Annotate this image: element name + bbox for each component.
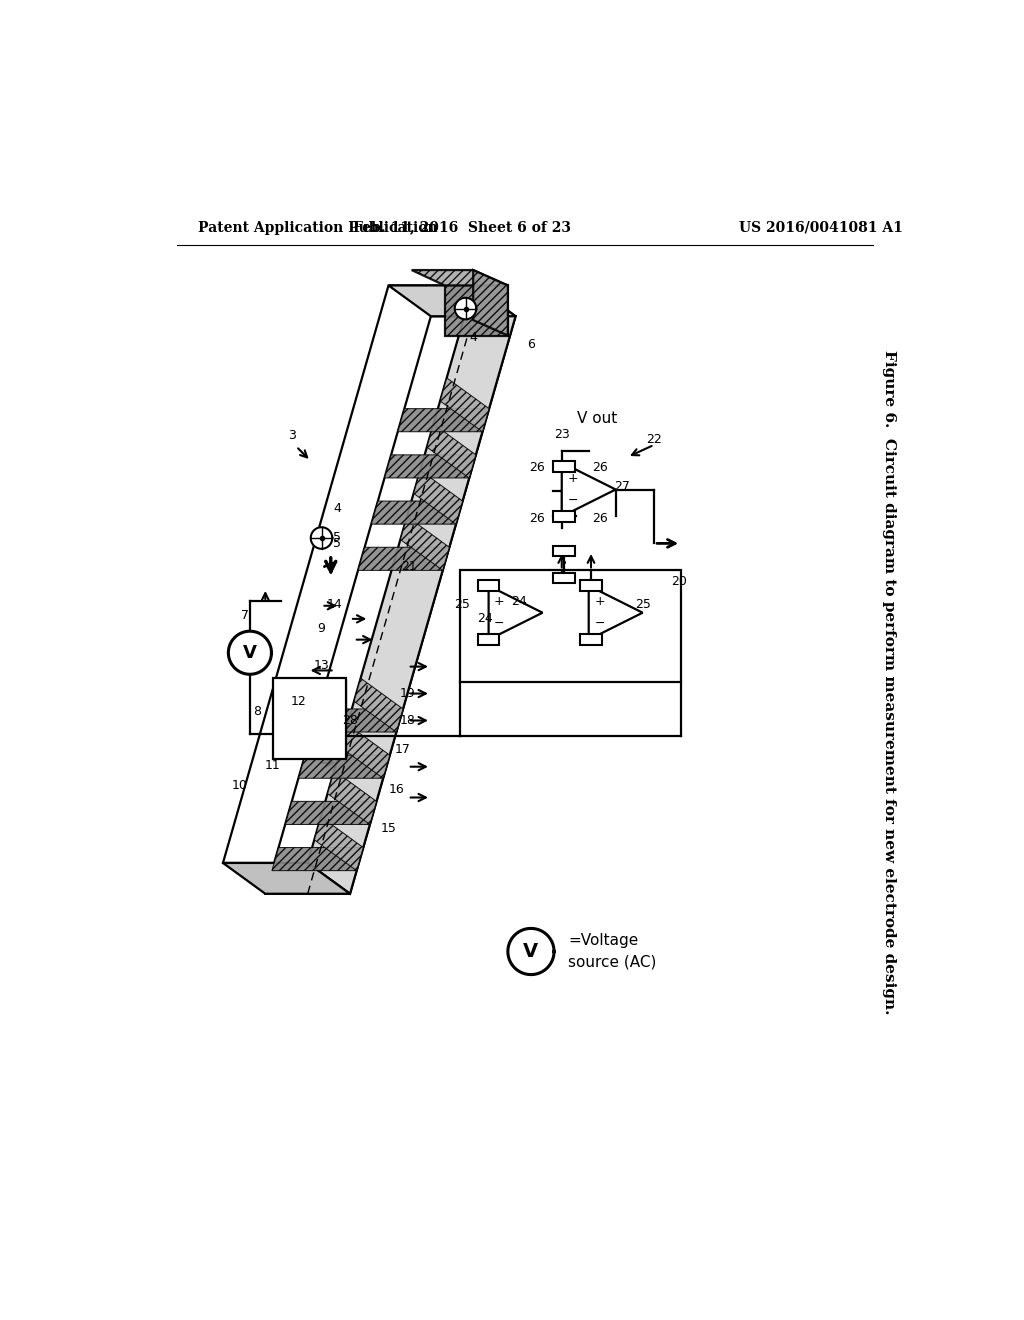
- Polygon shape: [412, 271, 508, 285]
- Text: 22: 22: [646, 433, 663, 446]
- Bar: [553, 573, 574, 583]
- Bar: [553, 461, 574, 471]
- Polygon shape: [473, 271, 508, 335]
- Bar: [273, 678, 346, 759]
- Polygon shape: [427, 424, 476, 478]
- Text: 8: 8: [254, 705, 261, 718]
- Polygon shape: [400, 516, 450, 570]
- Text: 25: 25: [635, 598, 650, 611]
- Text: 24: 24: [477, 612, 493, 626]
- Text: 25: 25: [454, 598, 470, 611]
- Text: 28: 28: [342, 714, 358, 727]
- Text: −: −: [567, 494, 578, 507]
- Text: Figure 6.  Circuit diagram to perform measurement for new electrode design.: Figure 6. Circuit diagram to perform mea…: [882, 350, 896, 1014]
- Text: 26: 26: [593, 512, 608, 525]
- Text: 21: 21: [401, 560, 417, 573]
- Text: 6: 6: [527, 338, 535, 351]
- Bar: [581, 581, 602, 591]
- Bar: [478, 581, 500, 591]
- Polygon shape: [285, 801, 377, 825]
- Text: V: V: [523, 942, 539, 961]
- Text: 4: 4: [333, 502, 341, 515]
- Text: 23: 23: [554, 428, 569, 441]
- Text: 10: 10: [232, 779, 248, 792]
- Polygon shape: [388, 285, 515, 317]
- Text: 14: 14: [327, 598, 342, 611]
- Text: 7: 7: [241, 610, 249, 622]
- Text: 5: 5: [333, 531, 341, 544]
- Text: −: −: [495, 616, 505, 630]
- Polygon shape: [562, 462, 615, 516]
- Text: V out: V out: [578, 411, 617, 426]
- Polygon shape: [455, 298, 476, 319]
- Bar: [460, 570, 681, 682]
- Text: V: V: [243, 644, 257, 661]
- Polygon shape: [341, 725, 390, 779]
- Text: Patent Application Publication: Patent Application Publication: [199, 220, 438, 235]
- Polygon shape: [265, 317, 515, 894]
- Text: 26: 26: [593, 462, 608, 474]
- Polygon shape: [414, 470, 463, 524]
- Polygon shape: [223, 863, 350, 894]
- Text: 20: 20: [671, 576, 687, 589]
- Polygon shape: [223, 285, 473, 863]
- Bar: [553, 545, 574, 557]
- Text: =Voltage
source (AC): =Voltage source (AC): [568, 933, 656, 969]
- Text: Feb. 11, 2016  Sheet 6 of 23: Feb. 11, 2016 Sheet 6 of 23: [352, 220, 570, 235]
- Polygon shape: [372, 502, 463, 524]
- Bar: [581, 635, 602, 645]
- Polygon shape: [310, 527, 333, 549]
- Polygon shape: [384, 455, 476, 478]
- Text: +: +: [567, 473, 578, 486]
- Text: 5: 5: [333, 537, 341, 550]
- Polygon shape: [354, 678, 403, 733]
- Text: 12: 12: [291, 694, 306, 708]
- Polygon shape: [444, 285, 508, 335]
- Polygon shape: [228, 631, 271, 675]
- Text: −: −: [594, 616, 605, 630]
- Text: 19: 19: [400, 686, 416, 700]
- Polygon shape: [440, 378, 489, 432]
- Text: +: +: [494, 595, 505, 609]
- Polygon shape: [508, 928, 554, 974]
- Text: 24: 24: [512, 594, 527, 607]
- Text: 11: 11: [265, 759, 281, 772]
- Bar: [553, 511, 574, 521]
- Text: US 2016/0041081 A1: US 2016/0041081 A1: [739, 220, 903, 235]
- Text: 18: 18: [399, 714, 416, 727]
- Text: +: +: [594, 595, 605, 609]
- Polygon shape: [272, 847, 364, 871]
- Text: 26: 26: [529, 512, 545, 525]
- Polygon shape: [307, 285, 515, 894]
- Text: 16: 16: [388, 783, 404, 796]
- Text: 13: 13: [313, 659, 330, 672]
- Text: 3: 3: [289, 429, 296, 442]
- Polygon shape: [589, 586, 643, 640]
- Polygon shape: [328, 771, 377, 825]
- Polygon shape: [488, 586, 543, 640]
- Text: 27: 27: [613, 480, 630, 492]
- Bar: [478, 635, 500, 645]
- Polygon shape: [314, 817, 364, 871]
- Text: 17: 17: [394, 743, 411, 756]
- Polygon shape: [358, 548, 450, 570]
- Text: 4: 4: [469, 331, 477, 345]
- Polygon shape: [397, 409, 489, 432]
- Text: 26: 26: [529, 462, 545, 474]
- Polygon shape: [298, 755, 390, 779]
- Polygon shape: [311, 709, 403, 733]
- Text: 15: 15: [381, 822, 396, 834]
- Text: 9: 9: [317, 622, 326, 635]
